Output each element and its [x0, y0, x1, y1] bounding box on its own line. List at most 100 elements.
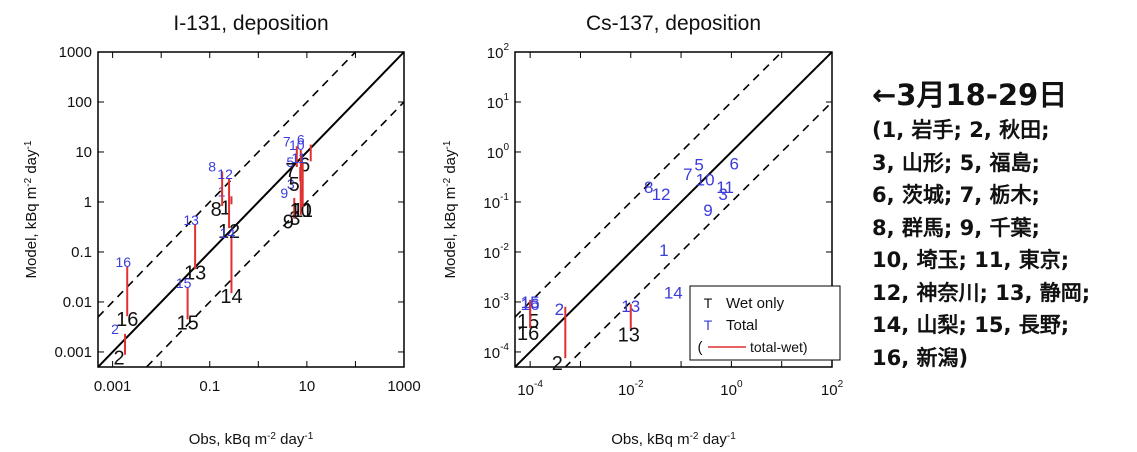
total-point-label: 11	[716, 178, 734, 197]
y-tick-label: 10-4	[483, 342, 509, 362]
prefecture-line: 12, 神奈川; 13, 静岡;	[872, 280, 1091, 305]
wet-point-label: 3	[289, 208, 300, 230]
chart-title: I-131, deposition	[173, 12, 328, 35]
legend-marker: T	[704, 317, 713, 333]
total-point-label: 9	[280, 185, 288, 201]
wet-point-label: 15	[517, 311, 539, 333]
one-to-one-line	[98, 52, 404, 367]
x-tick-label: 0.001	[94, 378, 132, 395]
y-tick-label: 10-2	[483, 242, 509, 262]
factor-10-lower-line	[145, 101, 404, 367]
chart-legend: T Wet only T Total (total-wet)	[689, 285, 841, 361]
wet-point-label: 13	[184, 262, 206, 284]
y-tick-label: 0.01	[63, 294, 92, 311]
total-point-label: 14	[664, 283, 683, 302]
total-point-label: 13	[183, 212, 199, 228]
total-point-label: 8	[208, 158, 216, 174]
legend-label: Total	[726, 317, 758, 334]
y-tick-label: 10-1	[483, 192, 509, 212]
factor-10-upper-line	[98, 52, 357, 318]
y-tick-label: 0.1	[71, 244, 92, 261]
total-point-label: 9	[703, 201, 712, 220]
wet-point-label: 16	[517, 323, 539, 345]
wet-point-label: 6	[299, 154, 310, 176]
wet-point-label: 9	[283, 211, 294, 233]
reference-lines	[515, 52, 832, 367]
total-point-label: 5	[286, 154, 294, 170]
wet-point-label: 2	[552, 353, 563, 375]
total-point-label: 10	[696, 170, 715, 189]
total-point-label: 16	[521, 295, 540, 314]
wet-point-label: 11	[292, 200, 313, 222]
prefecture-line: (1, 岩手; 2, 秋田;	[872, 118, 1050, 142]
x-tick-label: 10	[299, 378, 316, 395]
wet-point-label: 5	[289, 174, 300, 196]
wet-point-label: 2	[113, 348, 124, 370]
total-point-label: 14	[220, 225, 236, 241]
legend-paren: (	[698, 339, 703, 356]
x-axis-label: Obs, kBq m-2 day-1	[611, 431, 736, 449]
one-to-one-line	[515, 52, 832, 367]
prefecture-line: 16, 新潟)	[872, 345, 969, 370]
chart-title: Cs-137, deposition	[586, 12, 761, 35]
prefecture-line: 10, 埼玉; 11, 東京;	[872, 248, 1070, 272]
total-point-label: 7	[683, 165, 692, 184]
wet-point-label: 10	[290, 200, 312, 222]
data-points: 1122335566778899101011111212131314141515…	[111, 132, 313, 370]
wet-point-label: 12	[218, 221, 240, 243]
total-point-label: 2	[555, 300, 564, 319]
y-tick-label: 10	[75, 144, 92, 161]
wet-point-label: 14	[220, 286, 242, 308]
wet-point-label: 1	[220, 197, 231, 219]
wet-point-label: 7	[285, 160, 296, 182]
y-tick-label: 0.001	[54, 344, 92, 361]
x-tick-label: 10-2	[618, 379, 644, 399]
x-tick-label: 100	[720, 379, 743, 399]
total-point-label: 7	[283, 133, 291, 149]
plot-frame	[97, 51, 405, 368]
total-point-label: 8	[644, 178, 653, 197]
total-point-label: 11	[291, 150, 306, 166]
y-tick-label: 1000	[59, 44, 92, 61]
total-point-label: 5	[694, 155, 703, 174]
total-point-label: 12	[217, 166, 233, 182]
legend-label: Wet only	[726, 295, 785, 312]
wet-point-label: 15	[176, 312, 198, 334]
total-point-label: 12	[652, 185, 671, 204]
prefecture-line: 8, 群馬; 9, 千葉;	[872, 215, 1040, 240]
total-point-label: 3	[287, 176, 295, 192]
y-tick-label: 100	[67, 94, 92, 111]
total-point-label: 3	[718, 185, 727, 204]
total-point-label: 16	[115, 254, 131, 270]
y-tick-label: 102	[487, 42, 510, 62]
plot-frame	[514, 51, 833, 368]
x-axis-label: Obs, kBq m-2 day-1	[189, 431, 314, 449]
x-tick-label: 10-4	[517, 379, 543, 399]
prefecture-legend-text: ←3月18-29日 (1, 岩手; 2, 秋田; 3, 山形; 5, 福島; 6…	[872, 76, 1134, 374]
y-tick-label: 101	[487, 92, 510, 112]
total-point-label: 2	[111, 321, 119, 337]
date-range-heading: ←3月18-29日	[872, 78, 1068, 112]
wet-point-label: 16	[116, 309, 138, 331]
y-axis-label: Model, kBq m-2 day-1	[23, 140, 41, 278]
total-point-label: 13	[621, 297, 640, 316]
prefecture-line: 6, 茨城; 7, 栃木;	[872, 183, 1040, 207]
total-point-label: 1	[659, 241, 668, 260]
legend-label: total-wet)	[750, 339, 808, 355]
prefecture-line: 3, 山形; 5, 福島;	[872, 150, 1040, 175]
x-tick-label: 102	[821, 379, 844, 399]
total-point-label: 6	[730, 154, 739, 173]
wet-point-label: 8	[211, 199, 222, 221]
i131-chart: I-131, deposition 0.001 0.1 10 1000 0.001 0.01…	[54, 12, 420, 395]
prefecture-line: 14, 山梨; 15, 長野;	[872, 313, 1070, 337]
y-axis-label: Model, kBq m-2 day-1	[442, 140, 460, 278]
factor-10-lower-line	[564, 101, 832, 367]
x-tick-label: 1000	[387, 378, 420, 395]
x-tick-label: 0.1	[199, 378, 220, 395]
y-tick-label: 10-3	[483, 292, 509, 312]
factor-10-upper-line	[515, 52, 783, 318]
y-tick-label: 1	[84, 194, 92, 211]
